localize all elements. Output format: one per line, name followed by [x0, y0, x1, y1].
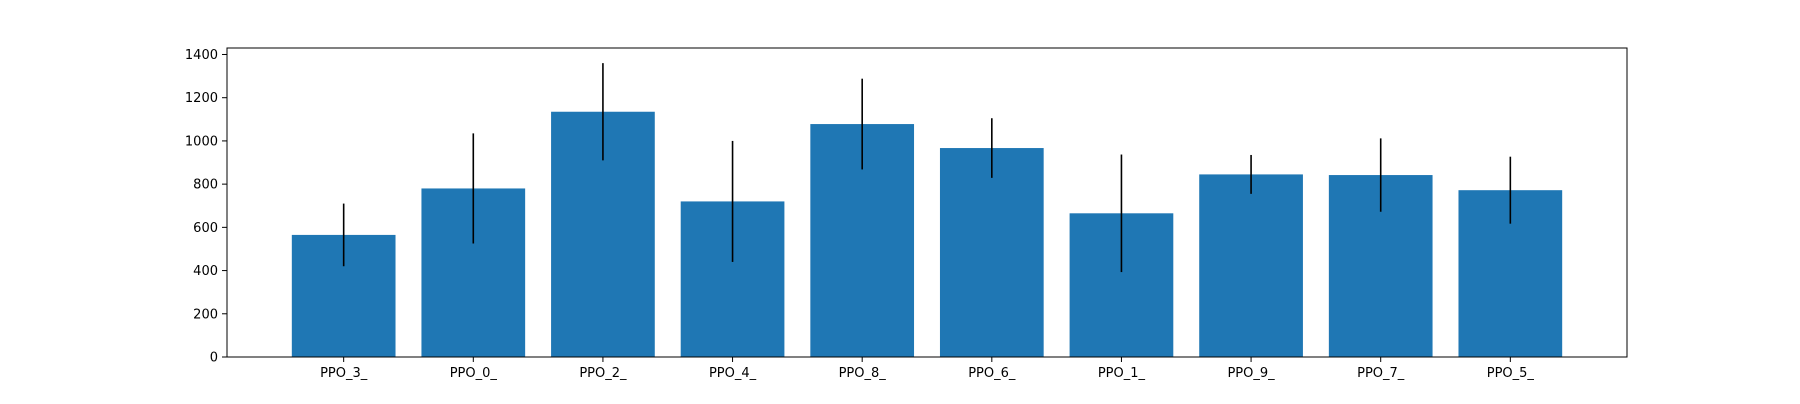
bar-ppo-6 — [939, 148, 1044, 357]
x-tick-label: PPO_6_ — [968, 366, 1016, 381]
plot-frame — [226, 47, 1628, 358]
x-tick-label: PPO_7_ — [1357, 366, 1405, 381]
y-tick-label: 1200 — [185, 91, 218, 106]
bars-layer — [291, 111, 1563, 358]
y-tick-label: 400 — [193, 264, 218, 279]
x-tick-label: PPO_5_ — [1487, 366, 1535, 381]
y-tick-label: 1000 — [185, 134, 218, 149]
x-tick-label: PPO_9_ — [1227, 366, 1275, 381]
y-tick-label: 1400 — [185, 48, 218, 63]
x-tick-label: PPO_3_ — [320, 366, 368, 381]
x-tick-label: PPO_2_ — [579, 366, 627, 381]
x-tick-label: PPO_0_ — [450, 366, 498, 381]
y-tick-label: 600 — [193, 221, 218, 236]
axes-layer: 0 200 400 600 800 1000 1200 1400 PPO_3_ PPO_0_ PPO… — [185, 47, 1628, 381]
x-tick-label: PPO_4_ — [709, 366, 757, 381]
x-tick-label: PPO_1_ — [1098, 366, 1146, 381]
y-tick-label: 200 — [193, 307, 218, 322]
bar-ppo-9 — [1199, 174, 1303, 357]
y-tick-label: 0 — [210, 351, 218, 366]
error-bars-layer — [342, 63, 1512, 273]
y-tick-label: 800 — [193, 178, 218, 193]
x-tick-label: PPO_8_ — [839, 366, 887, 381]
